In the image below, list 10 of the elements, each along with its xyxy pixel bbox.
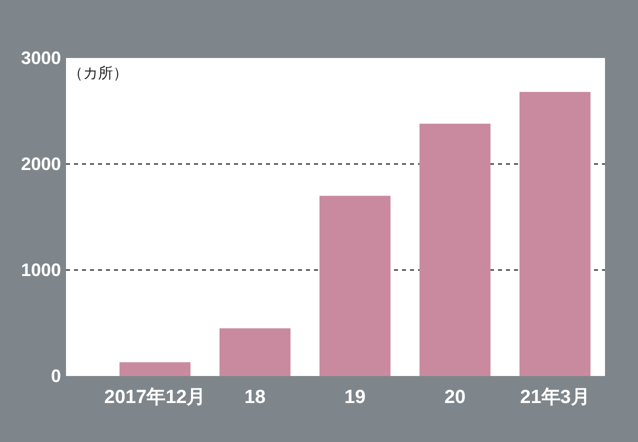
ytick-label: 0 [50, 366, 61, 386]
y-axis-title: （カ所） [68, 65, 128, 82]
x-tick-label: 21年3月 [520, 387, 590, 408]
ytick-label: 2000 [20, 154, 61, 174]
x-tick-label: 18 [244, 387, 266, 408]
ytick-label: 3000 [20, 48, 61, 68]
x-tick-label: 19 [344, 387, 366, 408]
x-tick-label: 20 [444, 387, 466, 408]
x-tick-label: 2017年12月 [104, 387, 206, 408]
ytick-label: 1000 [20, 260, 61, 280]
